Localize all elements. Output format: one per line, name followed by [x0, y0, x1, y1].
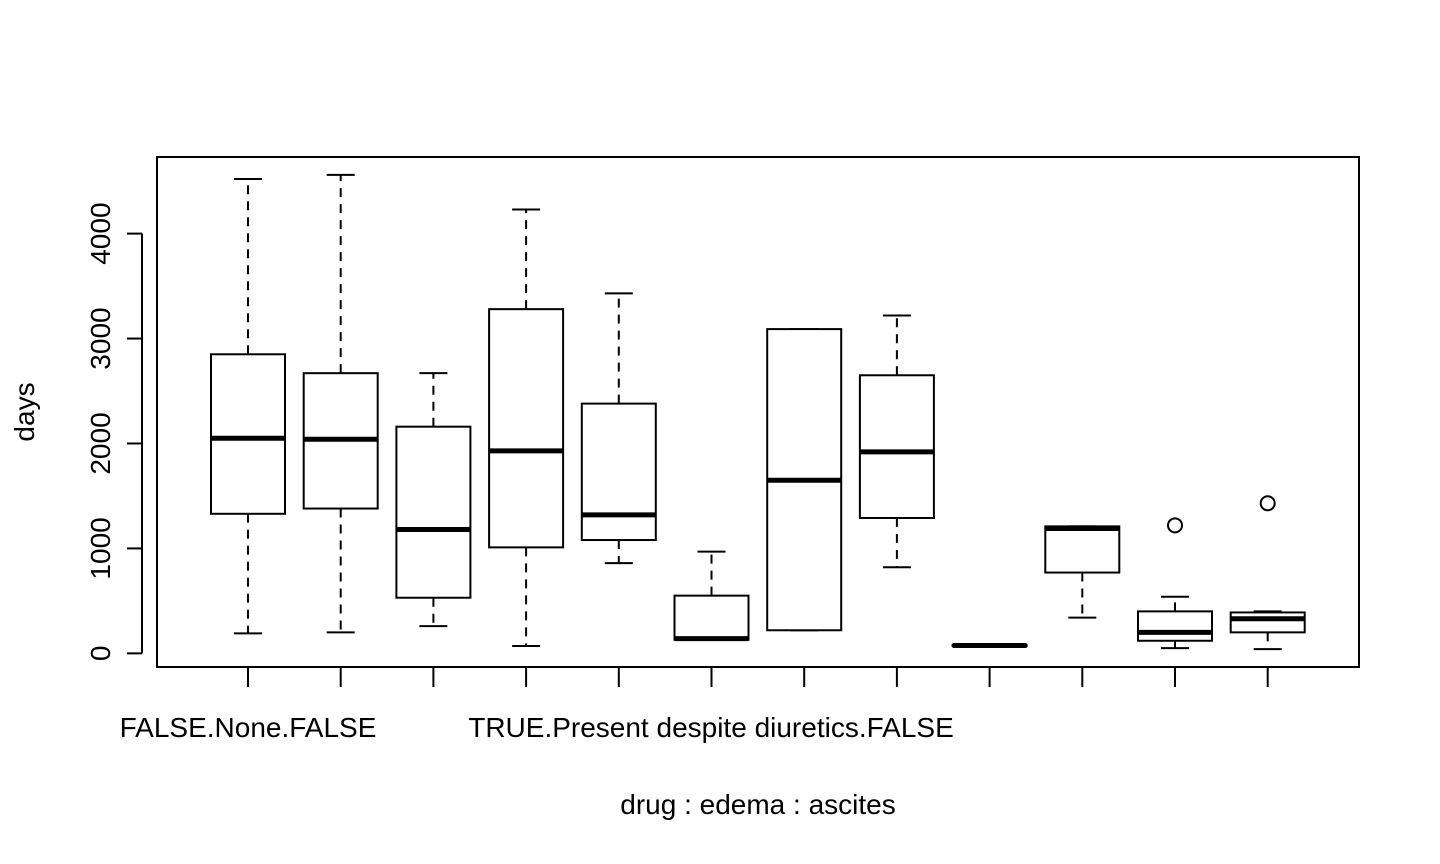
outlier-point: [1167, 517, 1183, 534]
box-group: [488, 208, 565, 648]
box-iqr: [395, 425, 472, 599]
box-iqr: [1044, 525, 1121, 574]
box-iqr: [1229, 611, 1306, 634]
box-iqr: [1137, 610, 1213, 642]
box-group: [858, 314, 935, 569]
y-axis-label: days: [9, 382, 40, 441]
box-group: [1137, 517, 1213, 650]
x-tick-label-1: FALSE.None.FALSE: [120, 712, 377, 743]
box-group: [951, 642, 1028, 648]
plot-frame: [156, 156, 1360, 668]
box-iqr: [580, 402, 657, 542]
box-group: [673, 550, 750, 642]
y-tick-label: 2000: [85, 412, 116, 474]
box-iqr: [488, 308, 565, 549]
box-group: [580, 292, 657, 565]
x-axis-label: drug : edema : ascites: [620, 789, 895, 820]
y-tick-label: 3000: [85, 307, 116, 369]
box-group: [766, 328, 843, 632]
x-tick-label-4: TRUE.Present despite diuretics.FALSE: [468, 712, 954, 743]
x-axis: [247, 667, 1269, 687]
outlier-point: [1259, 495, 1276, 512]
box-group: [210, 178, 286, 635]
y-tick-label: 1000: [85, 517, 116, 579]
boxes-layer: [210, 173, 1306, 651]
box-group: [395, 372, 472, 628]
box-group: [302, 173, 379, 634]
y-tick-label: 4000: [85, 202, 116, 264]
box-iqr: [858, 374, 935, 519]
box-iqr: [673, 594, 750, 641]
box-iqr: [210, 353, 286, 515]
box-group: [1229, 495, 1306, 651]
y-axis: 0 1000 2000 3000 4000: [85, 202, 143, 662]
y-tick-label: 0: [85, 646, 116, 662]
box-group: [1044, 525, 1121, 619]
